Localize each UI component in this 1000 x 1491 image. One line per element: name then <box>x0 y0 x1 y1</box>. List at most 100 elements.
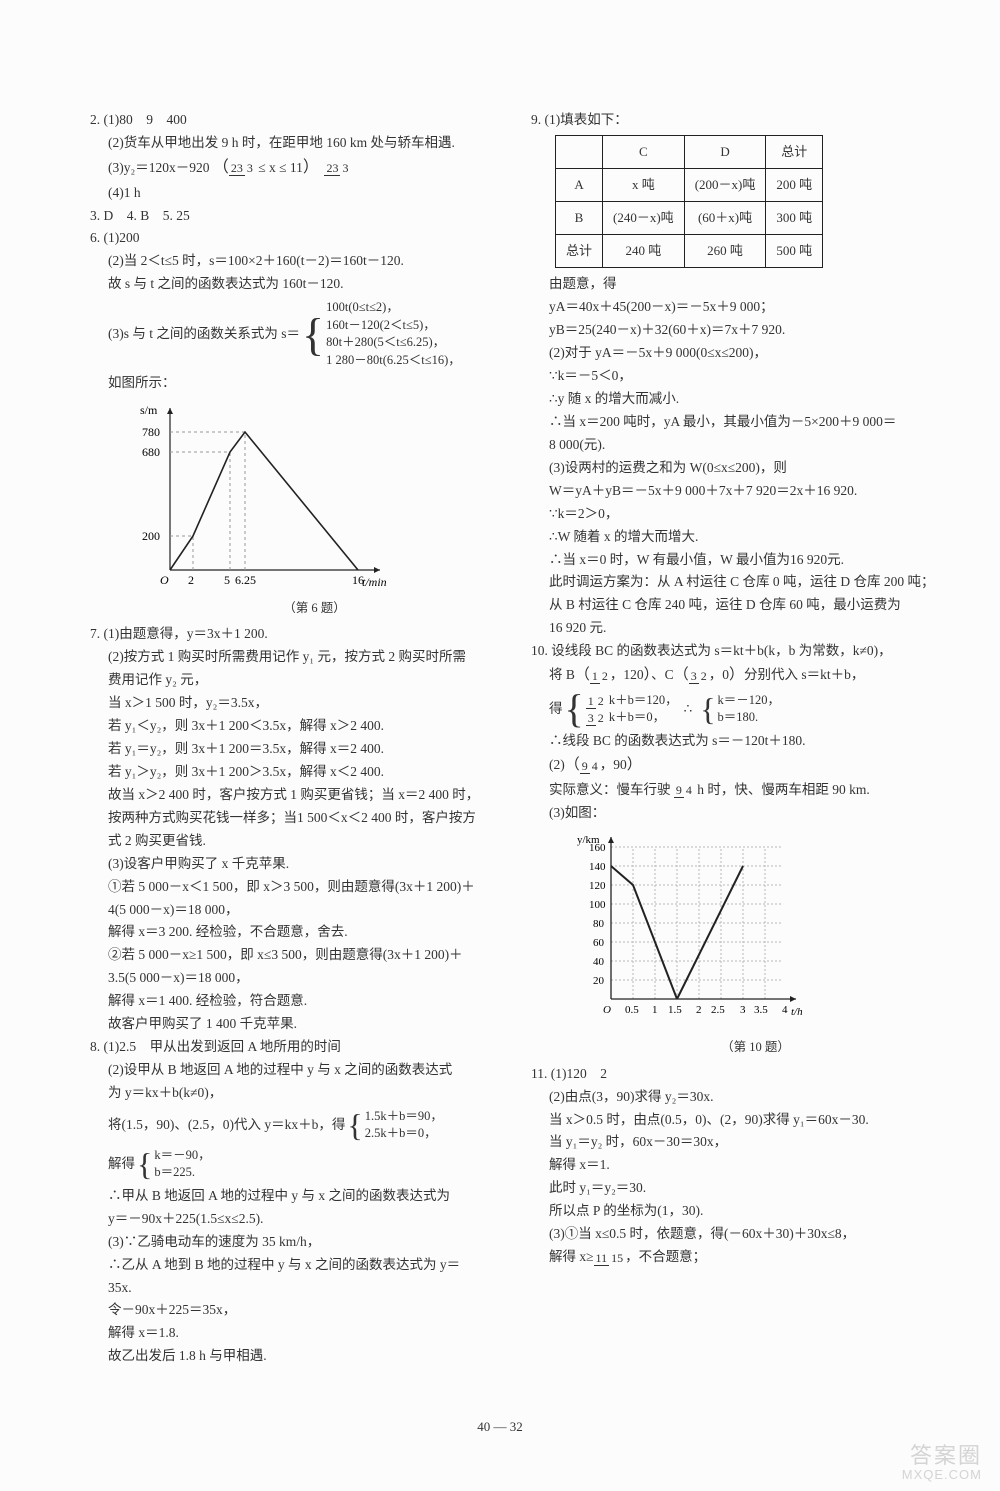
q6-part1: 6. (1)200 <box>90 228 499 249</box>
table-cell: x 吨 <box>603 169 685 202</box>
q9-3h: 16 920 元. <box>531 618 940 639</box>
q9-2g: ∴当 x＝200 吨时，yA 最小，其最小值为－5×200＋9 000＝ <box>531 412 940 433</box>
q10-2: 将 B（12，120）、C（32，0）分别代入 s＝kt＋b， <box>531 664 940 687</box>
q6-part2b: 故 s 与 t 之间的函数表达式为 160t－120. <box>90 274 499 295</box>
columns: 2. (1)80 9 400 (2)货车从甲地出发 9 h 时，在距甲地 160… <box>90 110 940 1451</box>
q7-3e: ②若 5 000－x≥1 500，即 x≤3 500，则由题意得(3x＋1 20… <box>90 945 499 966</box>
q8-2e: ∴甲从 B 地返回 A 地的过程中 y 与 x 之间的函数表达式为 <box>90 1186 499 1207</box>
q9-2f: ∴y 随 x 的增大而减小. <box>531 389 940 410</box>
watermark-main: 答案圈 <box>902 1443 982 1468</box>
table-cell: 200 吨 <box>766 169 823 202</box>
q8-2c: 将(1.5，90)、(2.5，0)代入 y＝kx＋b，得 { 1.5k＋b＝90… <box>108 1108 499 1143</box>
q9-2e: ∵k＝－5＜0， <box>531 366 940 387</box>
q6-3-lead: (3)s 与 t 之间的函数关系式为 s＝ <box>108 324 300 345</box>
table-row: B (240－x)吨 (60＋x)吨 300 吨 <box>556 202 823 235</box>
q7-1: 7. (1)由题意得，y＝3x＋1 200. <box>90 624 499 645</box>
q2-part3: (3)y₂＝120x－920 （233 ≤ x ≤ 11） 233 <box>90 156 499 181</box>
svg-text:2: 2 <box>696 1004 702 1016</box>
svg-text:t/min: t/min <box>362 575 387 589</box>
q8-1: 8. (1)2.5 甲从出发到返回 A 地所用的时间 <box>90 1037 499 1058</box>
right-column: 9. (1)填表如下： C D 总计 A x 吨 (200－x)吨 200 吨 … <box>531 110 940 1451</box>
q9-2b: yA＝40x＋45(200－x)＝－5x＋9 000； <box>531 297 940 318</box>
q3-5: 3. D 4. B 5. 25 <box>90 206 499 227</box>
q9-1: 9. (1)填表如下： <box>531 110 940 131</box>
watermark-sub: MXQE.COM <box>902 1468 982 1483</box>
table-cell: 240 吨 <box>603 235 685 268</box>
q10-6: 实际意义：慢车行驶 94 h 时，快、慢两车相距 90 km. <box>531 780 940 801</box>
svg-text:100: 100 <box>589 899 606 911</box>
q8-3c: 35x. <box>90 1278 499 1299</box>
table-row: A x 吨 (200－x)吨 200 吨 <box>556 169 823 202</box>
q9-3e: ∴当 x＝0 时，W 有最小值，W 最小值为16 920元. <box>531 550 940 571</box>
q10-3-r2: b＝180. <box>718 709 781 727</box>
q7-2d: 若 y₁＜y₂，则 3x＋1 200＜3.5x，解得 x＞2 400. <box>90 716 499 737</box>
q7-2f: 若 y₁＞y₂，则 3x＋1 200＞3.5x，解得 x＜2 400. <box>90 762 499 783</box>
q9-3c: ∵k＝2＞0， <box>531 504 940 525</box>
svg-text:140: 140 <box>589 861 606 873</box>
q8-2c-lines: 1.5k＋b＝90， 2.5k＋b＝0， <box>365 1108 443 1143</box>
q10-3-r1: k＝－120， <box>718 692 781 710</box>
q9-3b: W＝yA＋yB＝－5x＋9 000＋7x＋7 920＝2x＋16 920. <box>531 481 940 502</box>
q6-3-cases: 100t(0≤t≤2)， 160t－120(2＜t≤5)， 80t＋280(5＜… <box>326 299 461 369</box>
table-row: C D 总计 <box>556 135 823 168</box>
q11-3a: (3)①当 x≤0.5 时，依题意，得(－60x＋30)＋30x≤8， <box>531 1224 940 1245</box>
q6-3-l4: 1 280－80t(6.25＜t≤16)， <box>326 352 461 370</box>
q8-2f: y＝－90x＋225(1.5≤x≤2.5). <box>90 1209 499 1230</box>
table-cell: 500 吨 <box>766 235 823 268</box>
table-cell: C <box>603 135 685 168</box>
q8-2d-l1: k＝－90， <box>154 1147 210 1165</box>
svg-text:t/h: t/h <box>791 1006 803 1018</box>
q8-3f: 故乙出发后 1.8 h 与甲相遇. <box>90 1346 499 1367</box>
q2-3-expr: (3)y₂＝120x－920 <box>108 160 209 175</box>
q10-1: 10. 设线段 BC 的函数表达式为 s＝kt＋b(k，b 为常数，k≠0)， <box>531 641 940 662</box>
svg-text:80: 80 <box>593 918 605 930</box>
q8-2d-lead: 解得 <box>108 1154 135 1175</box>
table-cell <box>556 135 603 168</box>
table-cell: 300 吨 <box>766 202 823 235</box>
table-cell: 260 吨 <box>684 235 766 268</box>
q6-part2a: (2)当 2＜t≤5 时，s＝100×2＋160(t－2)＝160t－120. <box>90 251 499 272</box>
left-brace-icon: { <box>565 691 584 727</box>
q6-3-l1: 100t(0≤t≤2)， <box>326 299 461 317</box>
page: 2. (1)80 9 400 (2)货车从甲地出发 9 h 时，在距甲地 160… <box>0 0 1000 1491</box>
table-cell: 总计 <box>766 135 823 168</box>
q8-2c-l2: 2.5k＋b＝0， <box>365 1125 443 1143</box>
q11-2f: 所以点 P 的坐标为(1，30). <box>531 1201 940 1222</box>
q7-3b: ①若 5 000－x＜1 500，即 x＞3 500，则由题意得(3x＋1 20… <box>90 877 499 898</box>
table-cell: B <box>556 202 603 235</box>
q2-part1: 2. (1)80 9 400 <box>90 110 499 131</box>
svg-text:6.25: 6.25 <box>235 573 256 587</box>
q8-2d-l2: b＝225. <box>154 1164 210 1182</box>
svg-text:s/m: s/m <box>140 403 158 417</box>
q7-2i: 式 2 购买更省钱. <box>90 831 499 852</box>
q6-part3-piecewise: (3)s 与 t 之间的函数关系式为 s＝ { 100t(0≤t≤2)， 160… <box>108 299 499 369</box>
q11-1: 11. (1)120 2 <box>531 1064 940 1085</box>
q10-7: (3)如图： <box>531 803 940 824</box>
left-brace-icon: { <box>347 1111 362 1140</box>
q8-2a: (2)设甲从 B 地返回 A 地的过程中 y 与 x 之间的函数表达式 <box>90 1060 499 1081</box>
svg-text:2.5: 2.5 <box>711 1004 725 1016</box>
svg-text:3.5: 3.5 <box>754 1004 768 1016</box>
q10-3-left: 12 k＋b＝120， 32 k＋b＝0， <box>586 692 678 727</box>
q8-3b: ∴乙从 A 地到 B 地的过程中 y 与 x 之间的函数表达式为 y＝ <box>90 1255 499 1276</box>
q7-2h: 按两种方式购买花钱一样多；当1 500＜x＜2 400 时，客户按方 <box>90 808 499 829</box>
left-brace-icon: { <box>700 695 715 724</box>
table-cell: (240－x)吨 <box>603 202 685 235</box>
q7-3a: (3)设客户甲购买了 x 千克苹果. <box>90 854 499 875</box>
chart-q6-svg: s/m 780 680 200 O 2 5 6.25 16 t/m <box>130 400 390 590</box>
q9-3a: (3)设两村的运费之和为 W(0≤x≤200)，则 <box>531 458 940 479</box>
svg-text:1.5: 1.5 <box>668 1004 682 1016</box>
q7-3f: 3.5(5 000－x)＝18 000， <box>90 968 499 989</box>
svg-text:120: 120 <box>589 880 606 892</box>
q8-3d: 令－90x＋225＝35x， <box>90 1300 499 1321</box>
svg-text:680: 680 <box>142 445 160 459</box>
svg-text:160: 160 <box>589 842 606 854</box>
q10-3-right: k＝－120， b＝180. <box>718 692 781 727</box>
q10-3-lead: 得 <box>549 699 563 720</box>
svg-text:4: 4 <box>782 1004 788 1016</box>
q6-3-l2: 160t－120(2＜t≤5)， <box>326 317 461 335</box>
chart-q6: s/m 780 680 200 O 2 5 6.25 16 t/m <box>130 400 499 618</box>
chart-q10-svg: y/km 160 140 120 100 80 60 40 20 O 0.5 1… <box>571 829 811 1029</box>
svg-text:O: O <box>160 573 169 587</box>
chart-q10-caption: （第 10 题） <box>571 1038 940 1057</box>
